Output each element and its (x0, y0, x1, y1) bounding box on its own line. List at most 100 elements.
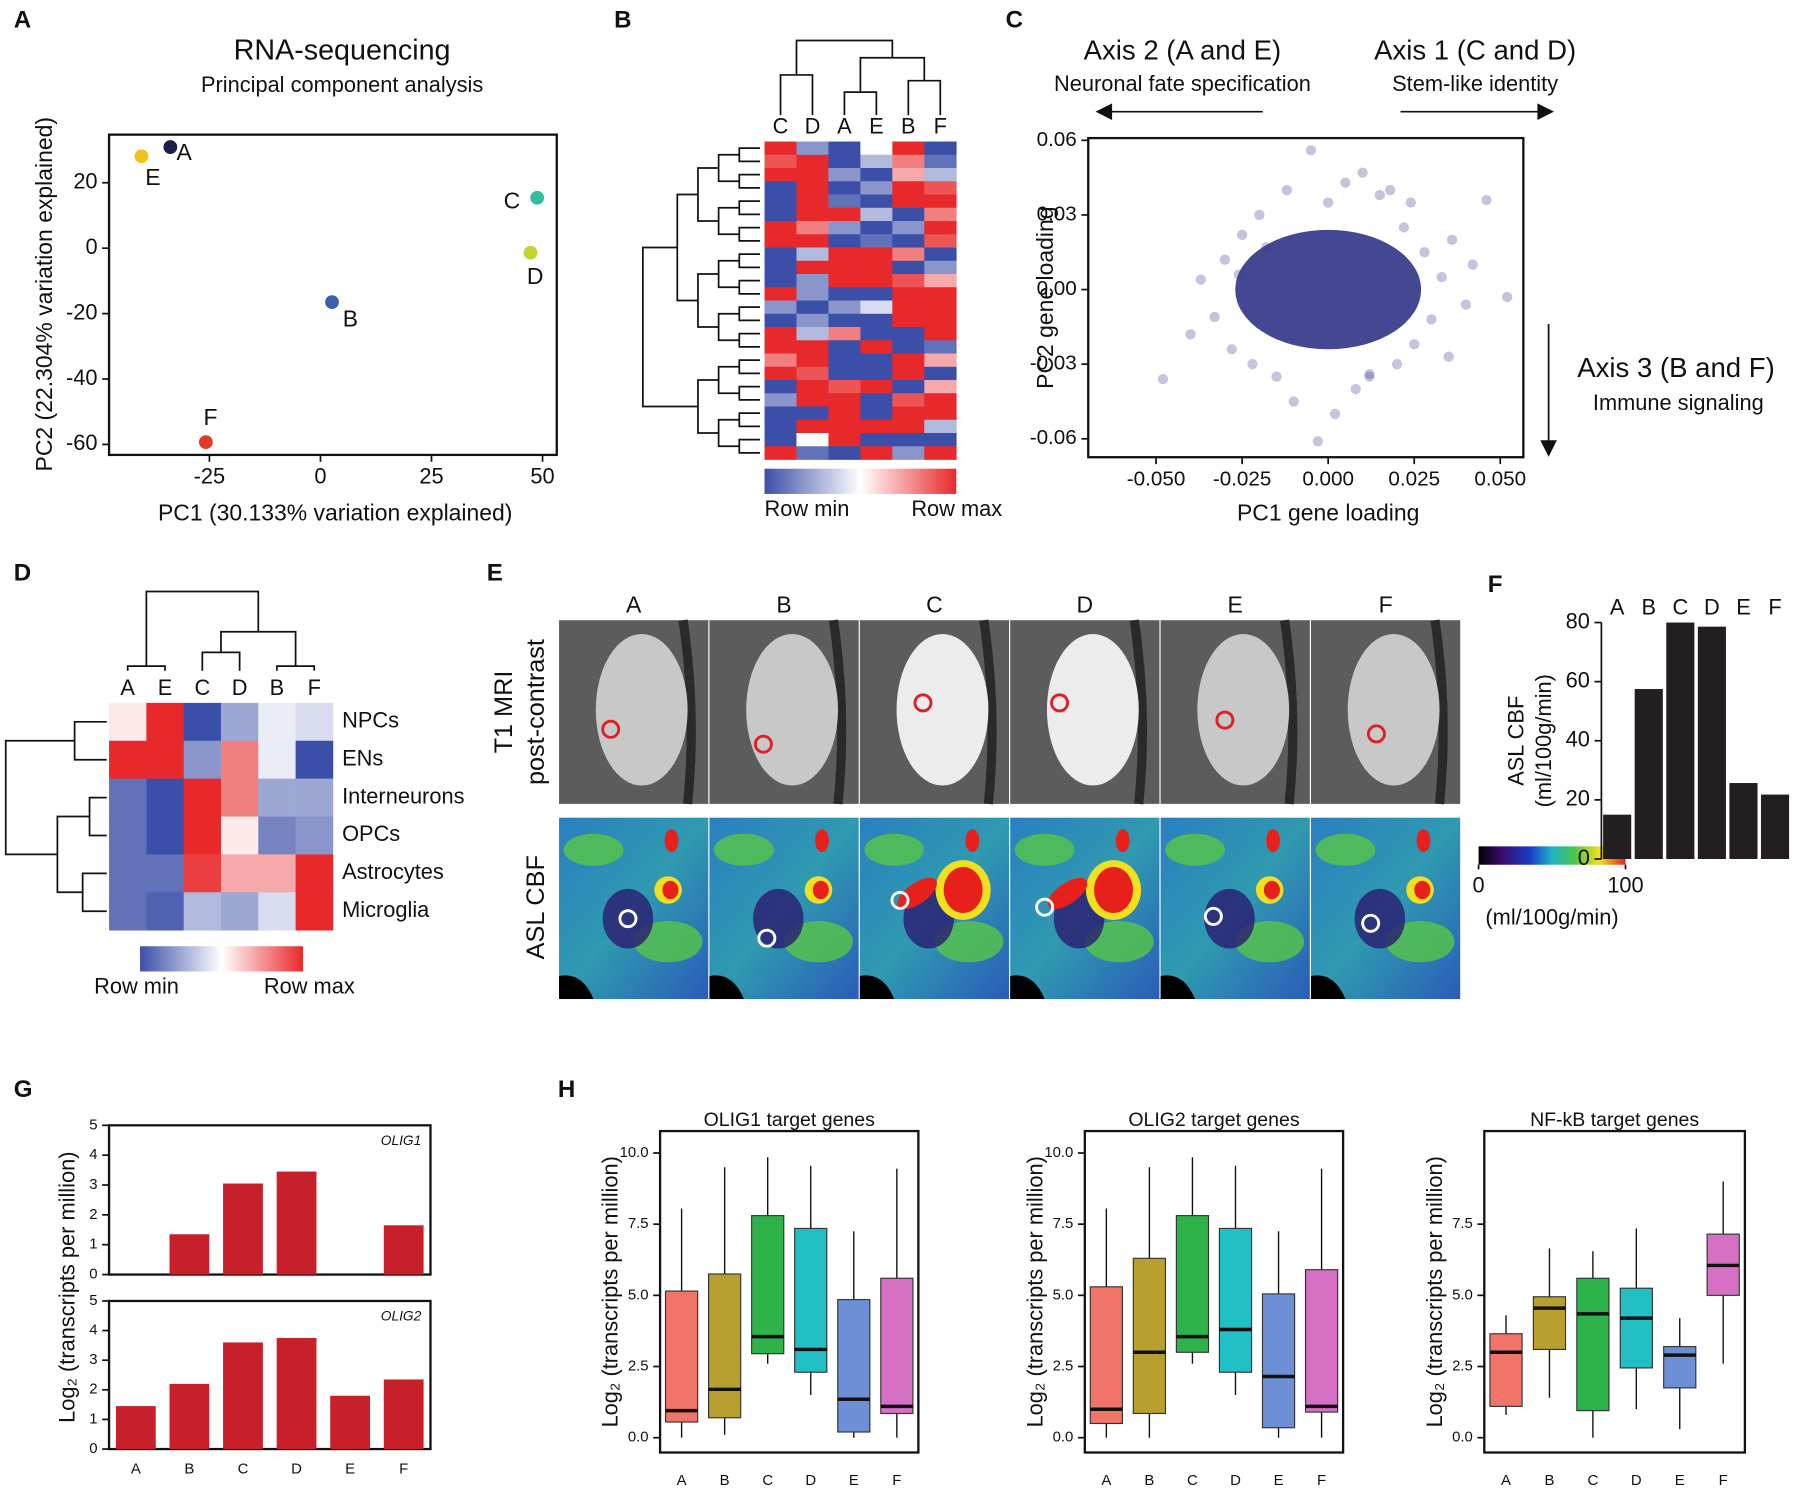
heatmap-cell (764, 274, 797, 288)
y-tick-label: 0 (89, 1440, 97, 1457)
y-tick-label: 7.5 (1053, 1215, 1074, 1232)
box (1261, 1293, 1296, 1429)
point (523, 245, 538, 260)
legend-label: Row max (911, 496, 1002, 521)
heatmap-cell (828, 194, 861, 209)
column-label: B (901, 114, 916, 139)
annotation: Axis 3 (B and F) (1577, 352, 1774, 383)
bar (276, 1171, 317, 1275)
heatmap-cell (828, 207, 861, 222)
roi-circle (1035, 897, 1055, 917)
bar (1729, 783, 1758, 859)
chart-title: OLIG2 target genes (1128, 1109, 1300, 1131)
heatmap-cell (892, 194, 925, 209)
heatmap-cell (860, 393, 893, 407)
scan-corner (1310, 975, 1346, 1000)
point (1357, 167, 1368, 178)
heatmap-cell (860, 181, 893, 195)
roi-circle (890, 890, 910, 910)
box (1532, 1296, 1567, 1351)
bar (276, 1337, 317, 1450)
panel-letter: H (558, 1076, 575, 1103)
column-label: F (1379, 592, 1393, 618)
row-label: ENs (342, 745, 383, 770)
x-tick-label: D (1704, 595, 1720, 620)
heatmap-cell (295, 892, 334, 931)
perfusion (714, 833, 774, 866)
heatmap-cell (860, 168, 893, 182)
perfusion (1315, 833, 1376, 866)
legend-label: Row max (264, 973, 355, 998)
y-tick-label: 3 (89, 1351, 97, 1368)
y-tick-label: 4 (89, 1322, 97, 1339)
column-label: B (270, 675, 285, 700)
heatmap-cell (258, 854, 296, 893)
heatmap-cell (924, 446, 957, 460)
point (325, 295, 339, 310)
tumor (1197, 634, 1290, 786)
point (163, 140, 178, 154)
point (1329, 408, 1341, 420)
heatmap-cell (146, 702, 185, 742)
x-tick-label: D (1631, 1472, 1642, 1489)
hot-spot (664, 829, 679, 853)
heatmap-cell (892, 366, 925, 381)
y-tick-label: -40 (66, 365, 98, 390)
heatmap-cell (295, 702, 334, 742)
x-tick-label: B (720, 1472, 730, 1489)
heatmap-cell (796, 353, 829, 368)
heatmap-cell (860, 260, 893, 275)
y-axis-label: Log₂ (transcripts per million) (1422, 1156, 1447, 1427)
heatmap-cell (828, 327, 861, 341)
column-label: F (308, 675, 321, 700)
plot-frame (1087, 136, 1525, 459)
roi-circle (1215, 710, 1235, 730)
heatmap-cell (796, 234, 829, 248)
y-axis-label: Log₂ (transcripts per million) (598, 1156, 623, 1427)
point (1374, 189, 1385, 201)
point (1460, 299, 1472, 310)
point-label: D (527, 263, 544, 289)
x-tick-label: C (1588, 1472, 1599, 1489)
point (1364, 368, 1375, 380)
bar (223, 1183, 263, 1275)
heatmap-cell (295, 740, 334, 779)
heatmap-cell (796, 300, 829, 315)
box (1619, 1287, 1653, 1369)
bar (330, 1395, 371, 1450)
panel-letter: B (614, 6, 631, 33)
x-tick-label: F (1317, 1472, 1326, 1489)
heatmap-cell (258, 740, 296, 779)
heatmap-cell (764, 340, 797, 354)
row-label: Interneurons (342, 783, 464, 808)
hot-spot (1266, 829, 1280, 853)
heatmap-cell (764, 327, 797, 341)
point (1419, 247, 1430, 258)
y-tick-label: 2.5 (1053, 1357, 1074, 1374)
heatmap-cell (764, 207, 797, 222)
plot-frame (107, 1299, 432, 1451)
heatmap-cell (924, 433, 957, 447)
y-tick-label: 10.0 (1044, 1144, 1073, 1161)
perfusion (1165, 833, 1225, 866)
point (1219, 254, 1231, 265)
chart-title: OLIG1 target genes (704, 1109, 876, 1131)
heatmap-cell (892, 446, 925, 460)
series-label: OLIG2 (381, 1309, 422, 1324)
box (1089, 1286, 1123, 1425)
colorbar-label: (ml/100g/min) (1485, 904, 1618, 929)
point (1436, 271, 1447, 283)
y-axis-label: Log₂ (transcripts per million) (55, 1152, 80, 1423)
point (1254, 209, 1265, 221)
plot-frame (107, 133, 558, 457)
heatmap-cell (764, 181, 797, 195)
point (1350, 383, 1361, 395)
heatmap-cell (892, 433, 925, 447)
y-axis-label: ASL CBF (1503, 696, 1528, 786)
skull-edge (828, 619, 847, 805)
box (1663, 1346, 1697, 1389)
column-label: C (773, 114, 789, 139)
heatmap-cell (764, 380, 797, 394)
colorbar (1478, 846, 1626, 865)
column-label: E (1228, 592, 1243, 618)
